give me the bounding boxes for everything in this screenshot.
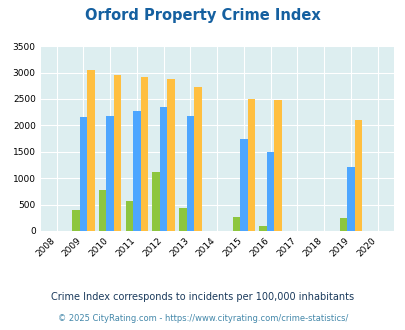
Bar <box>186 116 194 231</box>
Text: Orford Property Crime Index: Orford Property Crime Index <box>85 8 320 23</box>
Bar <box>106 116 114 231</box>
Bar <box>194 87 201 231</box>
Bar <box>354 119 361 231</box>
Bar <box>232 217 240 231</box>
Bar <box>126 201 133 231</box>
Bar <box>346 167 354 231</box>
Bar <box>240 139 247 231</box>
Bar <box>179 208 186 231</box>
Bar <box>259 226 266 231</box>
Text: Crime Index corresponds to incidents per 100,000 inhabitants: Crime Index corresponds to incidents per… <box>51 292 354 302</box>
Bar <box>167 80 175 231</box>
Bar <box>87 71 94 231</box>
Bar <box>152 172 160 231</box>
Bar <box>99 190 106 231</box>
Bar <box>72 210 79 231</box>
Bar <box>140 77 148 231</box>
Bar <box>133 111 140 231</box>
Bar <box>266 152 274 231</box>
Bar <box>247 99 255 231</box>
Bar <box>339 218 346 231</box>
Bar <box>274 100 281 231</box>
Bar <box>160 107 167 231</box>
Text: © 2025 CityRating.com - https://www.cityrating.com/crime-statistics/: © 2025 CityRating.com - https://www.city… <box>58 314 347 323</box>
Bar <box>79 117 87 231</box>
Bar <box>114 75 121 231</box>
